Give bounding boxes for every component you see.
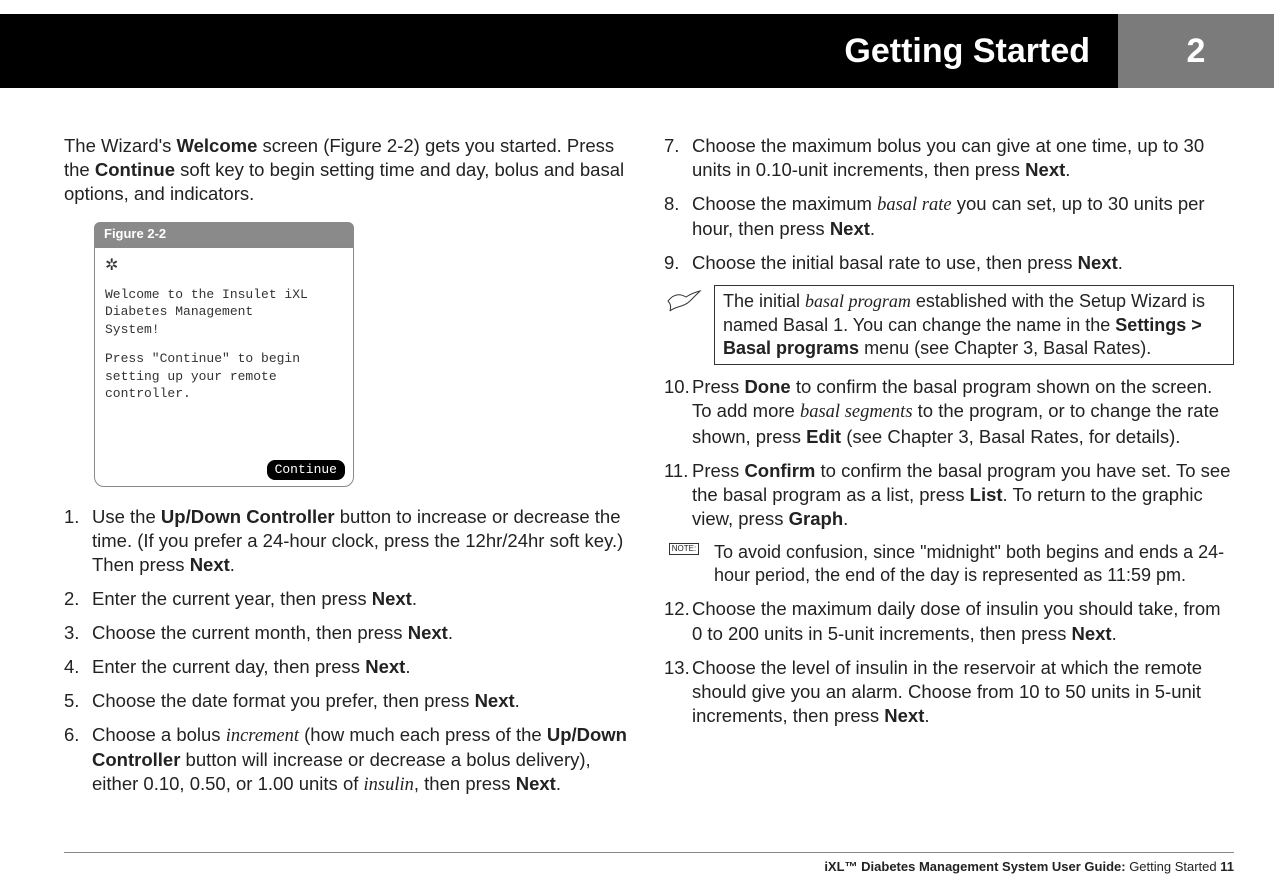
note-callout-text: To avoid confusion, since "midnight" bot…: [714, 541, 1234, 588]
footer-product: iXL™ Diabetes Management System User Gui…: [824, 859, 1125, 874]
step-item: 13.Choose the level of insulin in the re…: [664, 656, 1234, 728]
device-line: Welcome to the Insulet iXL: [105, 286, 343, 304]
steps-right-c: 12.Choose the maximum daily dose of insu…: [664, 597, 1234, 727]
note-callout: NOTE: To avoid confusion, since "midnigh…: [664, 541, 1234, 588]
bird-callout: The initial basal program established wi…: [664, 285, 1234, 365]
step-number: 6.: [64, 723, 92, 797]
step-text: Choose the date format you prefer, then …: [92, 689, 634, 713]
chapter-title: Getting Started: [844, 14, 1118, 88]
step-number: 4.: [64, 655, 92, 679]
device-line: Diabetes Management: [105, 303, 343, 321]
intro-bold-welcome: Welcome: [177, 135, 258, 156]
step-text: Enter the current year, then press Next.: [92, 587, 634, 611]
step-item: 9.Choose the initial basal rate to use, …: [664, 251, 1234, 275]
steps-left: 1.Use the Up/Down Controller button to i…: [64, 505, 634, 797]
chapter-number-tab: 2: [1118, 14, 1274, 88]
intro-bold-continue: Continue: [95, 159, 175, 180]
step-item: 5.Choose the date format you prefer, the…: [64, 689, 634, 713]
step-item: 6.Choose a bolus increment (how much eac…: [64, 723, 634, 797]
figure-2-2: Figure 2-2 ✲ Welcome to the Insulet iXL …: [94, 222, 354, 487]
step-number: 12.: [664, 597, 692, 645]
step-text: Choose a bolus increment (how much each …: [92, 723, 634, 797]
step-item: 3.Choose the current month, then press N…: [64, 621, 634, 645]
step-text: Press Done to confirm the basal program …: [692, 375, 1234, 448]
footer-section: Getting Started: [1126, 859, 1221, 874]
step-number: 5.: [64, 689, 92, 713]
step-number: 3.: [64, 621, 92, 645]
step-text: Choose the maximum bolus you can give at…: [692, 134, 1234, 182]
step-number: 13.: [664, 656, 692, 728]
device-line: setting up your remote: [105, 368, 343, 386]
device-line: controller.: [105, 385, 343, 403]
step-number: 10.: [664, 375, 692, 448]
step-text: Choose the maximum daily dose of insulin…: [692, 597, 1234, 645]
left-column: The Wizard's Welcome screen (Figure 2-2)…: [64, 134, 634, 840]
step-number: 8.: [664, 192, 692, 241]
step-item: 10.Press Done to confirm the basal progr…: [664, 375, 1234, 448]
step-item: 2.Enter the current year, then press Nex…: [64, 587, 634, 611]
step-item: 8.Choose the maximum basal rate you can …: [664, 192, 1234, 241]
step-text: Press Confirm to confirm the basal progr…: [692, 459, 1234, 531]
step-number: 11.: [664, 459, 692, 531]
device-line: System!: [105, 321, 343, 339]
note-icon-label: NOTE:: [669, 543, 699, 555]
page-footer: iXL™ Diabetes Management System User Gui…: [64, 852, 1234, 874]
step-number: 2.: [64, 587, 92, 611]
step-item: 7.Choose the maximum bolus you can give …: [664, 134, 1234, 182]
chapter-header: Getting Started 2: [0, 14, 1274, 88]
step-text: Choose the level of insulin in the reser…: [692, 656, 1234, 728]
step-item: 12.Choose the maximum daily dose of insu…: [664, 597, 1234, 645]
step-item: 1.Use the Up/Down Controller button to i…: [64, 505, 634, 577]
step-item: 4.Enter the current day, then press Next…: [64, 655, 634, 679]
steps-right-b: 10.Press Done to confirm the basal progr…: [664, 375, 1234, 530]
hummingbird-icon: [664, 285, 704, 365]
spacer: [105, 338, 343, 350]
step-text: Choose the initial basal rate to use, th…: [692, 251, 1234, 275]
bird-callout-text: The initial basal program established wi…: [714, 285, 1234, 365]
steps-right-a: 7.Choose the maximum bolus you can give …: [664, 134, 1234, 275]
step-number: 1.: [64, 505, 92, 577]
right-column: 7.Choose the maximum bolus you can give …: [664, 134, 1234, 840]
footer-page-number: 11: [1220, 859, 1234, 874]
step-text: Choose the current month, then press Nex…: [92, 621, 634, 645]
intro-text: The Wizard's: [64, 135, 177, 156]
device-line: Press "Continue" to begin: [105, 350, 343, 368]
figure-label: Figure 2-2: [94, 222, 354, 247]
device-continue-softkey: Continue: [267, 460, 345, 480]
step-number: 9.: [664, 251, 692, 275]
device-wand-icon: ✲: [105, 256, 343, 278]
step-text: Enter the current day, then press Next.: [92, 655, 634, 679]
device-screen: ✲ Welcome to the Insulet iXL Diabetes Ma…: [94, 247, 354, 487]
note-icon: NOTE:: [664, 541, 704, 588]
page-body: The Wizard's Welcome screen (Figure 2-2)…: [64, 134, 1234, 840]
step-item: 11.Press Confirm to confirm the basal pr…: [664, 459, 1234, 531]
step-text: Choose the maximum basal rate you can se…: [692, 192, 1234, 241]
intro-paragraph: The Wizard's Welcome screen (Figure 2-2)…: [64, 134, 634, 206]
step-text: Use the Up/Down Controller button to inc…: [92, 505, 634, 577]
step-number: 7.: [664, 134, 692, 182]
